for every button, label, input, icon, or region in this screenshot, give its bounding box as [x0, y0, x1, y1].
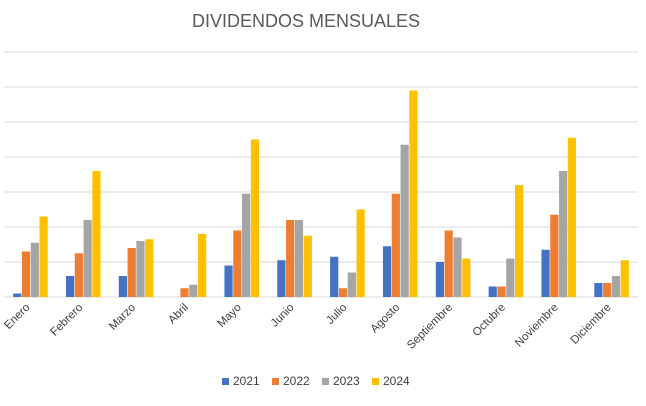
legend-label-2024: 2024: [383, 374, 410, 388]
bar-2023-abril: [189, 284, 198, 297]
bar-2022-marzo: [127, 248, 136, 297]
bar-2022-noviembre: [550, 214, 559, 297]
bar-2022-junio: [286, 220, 295, 297]
x-tick-label: Enero: [2, 302, 32, 332]
bar-2022-febrero: [74, 253, 83, 297]
bar-2024-marzo: [145, 239, 154, 297]
x-tick-label: Noviembre: [513, 302, 561, 350]
x-tick-label: Julio: [324, 302, 349, 327]
legend-swatch-2023: [322, 378, 329, 385]
bar-2022-septiembre: [444, 230, 453, 297]
bar-2024-junio: [303, 235, 312, 297]
bar-2022-agosto: [391, 193, 400, 297]
bars: [13, 90, 629, 297]
bar-2024-enero: [39, 216, 48, 297]
bar-2023-septiembre: [453, 237, 462, 297]
x-tick-label: Febrero: [48, 302, 85, 339]
bar-2021-enero: [13, 293, 22, 297]
bar-2024-abril: [198, 234, 207, 297]
legend-label-2022: 2022: [283, 374, 310, 388]
bar-2024-diciembre: [620, 260, 629, 297]
legend-label-2021: 2021: [233, 374, 260, 388]
chart-title: DIVIDENDOS MENSUALES: [192, 11, 420, 31]
bar-2021-mayo: [224, 265, 233, 297]
bar-2023-mayo: [242, 193, 251, 297]
bar-2021-marzo: [118, 276, 127, 297]
bar-2022-mayo: [233, 230, 242, 297]
bar-2021-diciembre: [594, 283, 603, 297]
bar-2021-junio: [277, 260, 286, 297]
bar-2023-noviembre: [559, 171, 568, 297]
bar-2022-enero: [21, 251, 31, 297]
bar-2023-diciembre: [611, 276, 621, 297]
bar-2023-agosto: [400, 144, 409, 297]
x-tick-label: Abril: [166, 302, 191, 327]
bar-2021-octubre: [488, 286, 497, 297]
bar-2024-febrero: [92, 171, 101, 297]
x-tick-label: Junio: [269, 302, 297, 330]
bar-2023-junio: [294, 220, 304, 297]
bar-2022-diciembre: [603, 283, 612, 297]
legend-swatch-2021: [222, 378, 229, 385]
bar-2021-julio: [330, 256, 339, 297]
bar-2021-febrero: [65, 276, 75, 297]
bar-2021-agosto: [382, 246, 392, 297]
bar-2024-julio: [356, 209, 365, 297]
bar-2021-septiembre: [435, 262, 444, 297]
gridlines: [4, 51, 638, 298]
bar-2023-marzo: [136, 241, 145, 297]
bar-2023-febrero: [83, 220, 92, 297]
x-tick-label: Agosto: [369, 302, 403, 336]
bar-2023-octubre: [506, 258, 515, 297]
bar-2022-abril: [180, 288, 189, 297]
x-tick-label: Septiembre: [405, 302, 455, 352]
bar-2021-noviembre: [541, 249, 550, 297]
bar-2023-julio: [347, 272, 356, 297]
x-tick-label: Marzo: [107, 302, 138, 333]
bar-2024-octubre: [515, 185, 524, 297]
bar-2022-octubre: [497, 286, 506, 297]
x-tick-label: Octubre: [471, 302, 508, 339]
legend-label-2023: 2023: [333, 374, 360, 388]
legend-swatch-2024: [372, 378, 379, 385]
bar-2023-enero: [30, 242, 39, 297]
legend: 2021 2022 2023 2024: [222, 374, 410, 388]
bar-2024-septiembre: [462, 258, 471, 297]
bar-2024-agosto: [409, 90, 418, 297]
x-axis-ticks: Enero Febrero Marzo Abril Mayo Junio Julio Agos…: [2, 302, 613, 352]
legend-swatch-2022: [272, 378, 279, 385]
bar-2024-noviembre: [567, 137, 577, 297]
x-tick-label: Mayo: [215, 302, 243, 330]
bar-2024-mayo: [250, 139, 260, 297]
x-tick-label: Diciembre: [569, 302, 614, 347]
bar-2022-julio: [338, 288, 348, 297]
